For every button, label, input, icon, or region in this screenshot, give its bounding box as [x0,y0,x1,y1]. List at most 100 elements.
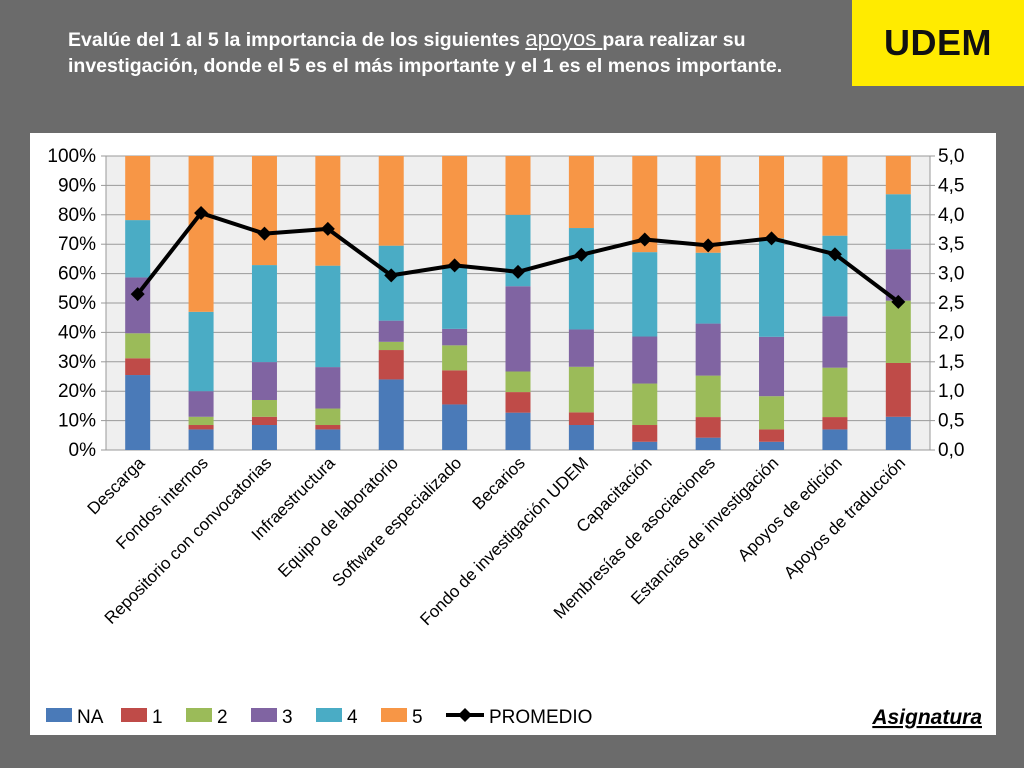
bar-segment-na [759,441,785,450]
bar-segment-3 [822,316,848,368]
left-axis-tick-label: 20% [58,381,96,402]
bar-segment-4 [188,311,214,392]
bar-segment-3 [442,328,468,346]
legend-label: NA [77,707,104,728]
promedio-marker [320,221,335,236]
bar-segment-4 [251,265,277,363]
right-axis-tick-label: 4,0 [938,205,964,226]
bar-segment-5 [315,156,341,266]
bar-segment-2 [442,345,468,371]
right-axis-tick-label: 2,5 [938,293,964,314]
bar-segment-4 [125,220,151,278]
bar-segment-na [125,375,151,450]
left-axis-tick-label: 70% [58,234,96,255]
bar-segment-3 [759,336,785,397]
bar-segment-4 [632,252,658,337]
bar-segment-4 [759,238,785,337]
right-axis-tick-label: 4,5 [938,175,964,196]
legend-label: 4 [347,707,358,728]
left-axis-tick-label: 0% [69,440,97,461]
udem-logo: UDEM [852,0,1024,86]
bar-segment-3 [188,391,214,417]
stacked-bar-chart: 0% 0,0 10% 0,5 20% 1,0 30% 1,5 40% 2,0 50% 2,5 60% 3,… [46,146,982,729]
promedio-marker [194,206,209,221]
bar-segment-na [315,429,341,450]
bar-segment-5 [695,156,721,253]
bar-segment-3 [568,329,594,367]
bar-segment-1 [188,425,214,430]
bar-segment-2 [759,396,785,430]
bar-segment-2 [822,367,848,418]
bar-segment-1 [759,429,785,442]
right-axis-tick-label: 0,0 [938,440,964,461]
legend-label: 5 [412,707,423,728]
right-axis-tick-label: 5,0 [938,146,964,167]
bar-segment-na [822,429,848,450]
bar-segment-na [505,412,531,450]
bar-segment-5 [442,156,468,268]
bar-segment-4 [378,245,404,321]
category-label: Becarios [469,453,529,513]
bar-segment-2 [632,383,658,426]
bar-segment-1 [125,358,151,376]
bar-segment-2 [568,366,594,413]
bar-segment-3 [315,367,341,409]
promedio-marker [257,226,272,241]
legend-swatch-5 [381,708,407,722]
bar-segment-na [695,437,721,450]
left-axis-tick-label: 60% [58,264,96,285]
bar-segment-5 [505,156,531,215]
bar-segment-4 [315,265,341,368]
left-axis-tick-label: 100% [47,146,96,167]
left-axis-tick-label: 10% [58,411,96,432]
bar-segment-4 [695,252,721,324]
promedio-marker [764,231,779,246]
bar-segment-5 [568,156,594,229]
bar-segment-na [188,429,214,450]
bar-segment-2 [315,408,341,426]
bar-segment-na [251,425,277,450]
bar-segment-2 [885,300,911,363]
bar-segment-1 [568,412,594,426]
bar-segment-1 [378,350,404,380]
right-axis-tick-label: 2,0 [938,322,964,343]
bar-segment-5 [125,156,151,221]
bar-segment-1 [632,425,658,442]
category-label: Software especializado [328,453,465,590]
legend-swatch-3 [251,708,277,722]
category-label: Apoyos de traducción [780,453,909,582]
chart-panel: 0% 0,0 10% 0,5 20% 1,0 30% 1,5 40% 2,0 50% 2,5 60% 3,… [30,133,996,735]
bar-segment-3 [251,362,277,401]
category-label: Descarga [84,453,149,518]
bar-segment-1 [315,425,341,430]
left-axis-tick-label: 50% [58,293,96,314]
title-emphasis: apoyos [525,26,603,51]
bar-segment-2 [188,416,214,426]
bar-segment-2 [125,333,151,359]
bar-segment-3 [505,286,531,372]
bar-segment-4 [442,267,468,329]
bar-segment-5 [759,156,785,239]
bar-segment-3 [885,249,911,301]
bar-segment-1 [251,416,277,426]
bar-segment-5 [378,156,404,246]
legend-swatch-1 [121,708,147,722]
bar-segment-na [442,404,468,450]
bar-segment-1 [505,392,531,413]
promedio-marker [511,264,525,279]
category-label: Equipo de laboratorio [274,453,402,581]
promedio-marker [384,268,399,283]
left-axis-tick-label: 30% [58,352,96,373]
left-axis-tick-label: 80% [58,205,96,226]
bar-segment-na [885,416,911,450]
bar-segment-5 [822,156,848,236]
promedio-marker [130,287,145,302]
legend-swatch-4 [316,708,342,722]
bar-segment-1 [822,417,848,430]
asignatura-label: Asignatura [871,706,982,729]
legend-label: 2 [217,707,228,728]
right-axis-tick-label: 3,0 [938,264,964,285]
bar-segment-1 [442,370,468,405]
bar-segment-1 [885,362,911,417]
bar-segment-5 [885,156,911,195]
